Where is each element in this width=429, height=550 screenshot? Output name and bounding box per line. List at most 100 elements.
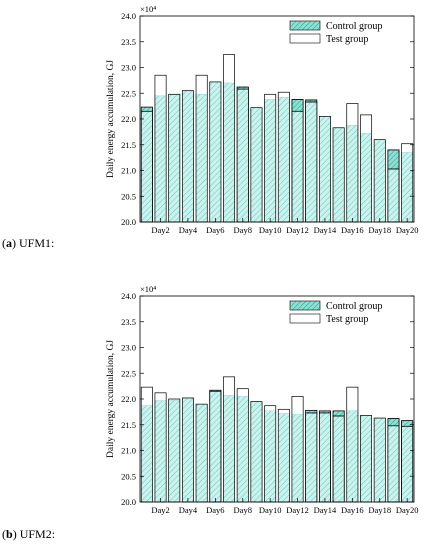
bar-overlap [360,415,372,503]
bar-overlap [401,426,413,503]
axis-multiplier: ×10⁴ [140,4,156,14]
bar-overlap [195,94,208,223]
bar-overlap [168,399,181,503]
bar-control-excess [387,418,400,427]
y-tick-label: 20.5 [121,471,136,481]
chart-ufm1: 20.0 20.5 21.0 21.5 22.0 22.5 23.0 23.5 24.0 ×10⁴… [106,4,419,235]
x-tick-label: Day16 [341,225,364,235]
bar-overlap [360,133,372,223]
bar-overlap [332,127,345,223]
y-tick-label: 24.0 [121,11,136,21]
x-tick-label: Day10 [259,225,282,235]
bar-control-excess [305,410,318,414]
bar-control-excess [140,106,153,112]
axis-multiplier: ×10⁴ [140,284,156,294]
y-tick-label: 22.0 [121,114,136,124]
y-tick-label: 22.0 [121,394,136,404]
bar-overlap [291,414,304,503]
bar-overlap [346,410,359,503]
legend-swatch-control [289,300,321,311]
y-tick-label: 23.5 [121,317,136,327]
caption-ufm2: (b) UFM2: [2,527,56,541]
plot-frame [139,295,415,503]
y-tick-label: 21.0 [121,446,136,456]
y-tick-label: 24.0 [121,291,136,301]
caption-letter: b [6,527,13,541]
x-tick-label: Day8 [234,505,252,515]
y-tick-label: 21.5 [121,140,136,150]
bar-overlap [305,101,318,223]
bar-overlap [154,400,167,503]
x-tick-label: Day12 [286,505,309,515]
x-tick-label: Day2 [151,505,169,515]
bar-overlap [278,97,290,223]
bar-overlap [332,415,345,503]
legend-label-test: Test group [326,34,368,45]
bar-overlap [319,412,331,503]
x-tick-label: Day12 [286,225,309,235]
y-tick-label: 22.5 [121,88,136,98]
x-tick-label: Day6 [206,505,224,515]
y-axis-label: Daily energy accumulation, GJ [106,60,116,178]
legend-swatch-test [289,33,321,44]
bar-overlap [278,413,290,503]
bar-overlap [195,403,208,503]
y-tick-label: 20.0 [121,217,136,227]
y-tick-label: 23.5 [121,37,136,47]
bar-overlap [373,417,386,503]
bar-overlap [223,395,235,503]
x-tick-label: Day4 [179,505,198,515]
x-tick-label: Day18 [368,225,391,235]
x-tick-label: Day6 [206,225,224,235]
bar-overlap [141,111,153,223]
y-tick-label: 21.0 [121,166,136,176]
bar-overlap [387,168,400,223]
caption-letter: a [6,236,12,250]
bar-control-excess [401,420,414,427]
bar-overlap [209,391,222,503]
legend-label-test: Test group [326,314,368,325]
bar-overlap [182,90,194,223]
bar-overlap [305,412,318,503]
y-tick-label: 23.0 [121,343,136,353]
x-tick-label: Day2 [151,225,169,235]
bar-overlap [236,396,249,503]
bar-overlap [373,140,386,223]
x-tick-label: Day18 [368,505,391,515]
caption-text: UFM2: [19,527,56,541]
bar-overlap [250,107,263,223]
x-tick-label: Day14 [314,505,337,515]
x-tick-label: Day20 [396,505,419,515]
bar-overlap [291,111,304,223]
bar-overlap [209,81,222,223]
x-tick-label: Day14 [314,225,337,235]
bar-overlap [236,88,249,223]
bar-overlap [387,425,400,503]
bar-overlap [264,410,276,503]
legend-label-control: Control group [326,21,382,32]
chart-ufm2: 20.0 20.5 21.0 21.5 22.0 22.5 23.0 23.5 24.0 ×10⁴… [106,284,419,515]
plot-frame [139,15,415,223]
x-tick-label: Day4 [179,225,198,235]
y-axis-label: Daily energy accumulation, GJ [106,340,116,458]
bar-overlap [319,116,331,223]
y-tick-label: 21.5 [121,420,136,430]
bar-overlap [264,99,276,223]
x-tick-label: Day16 [341,505,364,515]
y-tick-label: 20.5 [121,191,136,201]
y-tick-label: 20.0 [121,497,136,507]
legend-label-control: Control group [326,301,382,312]
x-tick-label: Day20 [396,225,419,235]
legend-swatch-control [289,20,321,31]
bar-overlap [168,94,181,223]
bar-control-excess [332,410,345,417]
bar-overlap [141,405,153,503]
y-tick-label: 23.0 [121,63,136,73]
bar-control-excess [291,99,304,112]
bar-overlap [250,401,263,503]
caption-ufm1: (a) UFM1: [2,236,55,250]
bar-control-excess [387,149,400,170]
bar-overlap [401,152,413,223]
x-tick-label: Day10 [259,505,282,515]
bar-overlap [223,82,235,223]
